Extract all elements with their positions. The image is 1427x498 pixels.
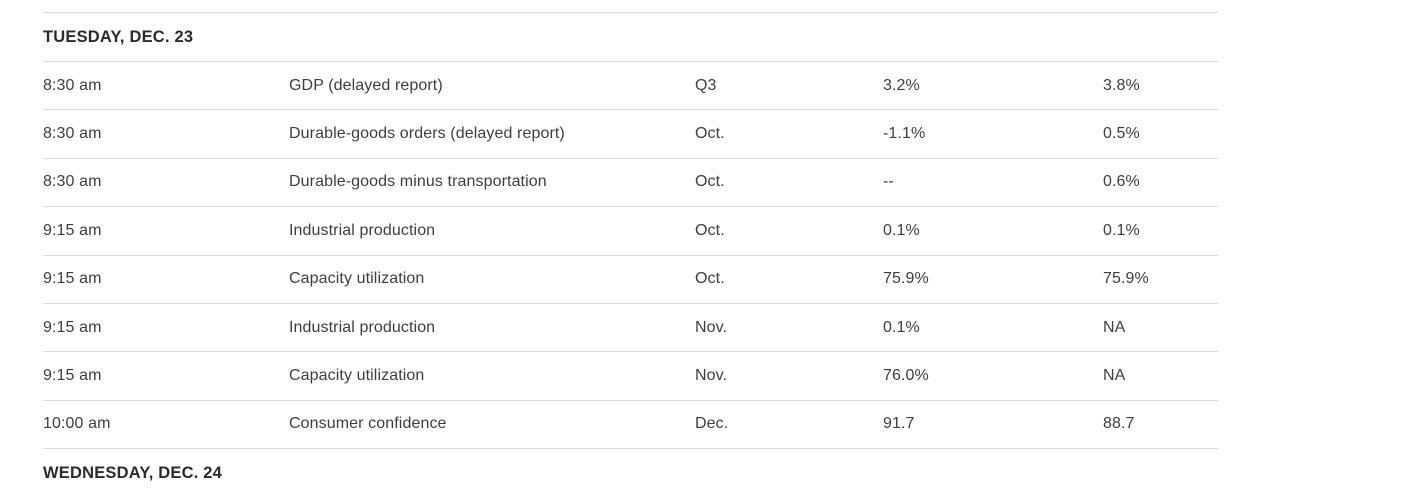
cell-value2: 3.8% (1103, 76, 1140, 94)
cell-report: Industrial production (289, 221, 436, 239)
cell-period: Dec. (695, 415, 729, 433)
cell-period: Oct. (695, 221, 725, 239)
cell-report: Industrial production (289, 318, 436, 336)
cell-value1: 0.1% (883, 318, 920, 336)
day-header-label: WEDNESDAY, DEC. 24 (43, 464, 223, 483)
table-row: 9:15 am Industrial production Nov. 0.1% … (43, 304, 1218, 353)
table-row: 8:30 am Durable-goods orders (delayed re… (43, 110, 1218, 159)
cell-report: GDP (delayed report) (289, 76, 443, 94)
cell-value2: NA (1103, 367, 1126, 385)
cell-period: Oct. (695, 173, 725, 191)
cell-value1: -1.1% (883, 125, 926, 143)
cell-period: Q3 (695, 76, 717, 94)
table-row: 8:30 am GDP (delayed report) Q3 3.2% 3.8… (43, 62, 1218, 111)
day-header-tuesday: TUESDAY, DEC. 23 (43, 13, 1218, 62)
cell-time: 9:15 am (43, 221, 102, 239)
day-header-label: TUESDAY, DEC. 23 (43, 27, 194, 46)
cell-time: 9:15 am (43, 318, 102, 336)
cell-report: Capacity utilization (289, 367, 425, 385)
cell-time: 8:30 am (43, 125, 102, 143)
cell-value2: 75.9% (1103, 270, 1149, 288)
cell-report: Durable-goods orders (delayed report) (289, 125, 565, 143)
cell-value2: 0.1% (1103, 221, 1140, 239)
cell-value2: 0.6% (1103, 173, 1140, 191)
cell-value1: -- (883, 173, 894, 191)
cell-value1: 3.2% (883, 76, 920, 94)
cell-report: Capacity utilization (289, 270, 425, 288)
cell-time: 9:15 am (43, 270, 102, 288)
cell-time: 8:30 am (43, 76, 102, 94)
table-row: 9:15 am Capacity utilization Nov. 76.0% … (43, 352, 1218, 401)
cell-period: Nov. (695, 367, 728, 385)
table-row: 9:15 am Capacity utilization Oct. 75.9% … (43, 256, 1218, 304)
cell-period: Oct. (695, 270, 725, 288)
cell-period: Oct. (695, 125, 725, 143)
table-row: 9:15 am Industrial production Oct. 0.1% … (43, 207, 1218, 256)
cell-value2: 0.5% (1103, 125, 1140, 143)
economic-calendar-table: TUESDAY, DEC. 23 8:30 am GDP (delayed re… (43, 12, 1218, 498)
cell-period: Nov. (695, 318, 728, 336)
cell-report: Durable-goods minus transportation (289, 173, 547, 191)
cell-value1: 76.0% (883, 367, 929, 385)
cell-value1: 91.7 (883, 415, 915, 433)
cell-value1: 0.1% (883, 221, 920, 239)
cell-time: 8:30 am (43, 173, 102, 191)
cell-value1: 75.9% (883, 270, 929, 288)
table-row: 8:30 am Durable-goods minus transportati… (43, 159, 1218, 208)
cell-time: 9:15 am (43, 367, 102, 385)
cell-report: Consumer confidence (289, 415, 447, 433)
day-header-wednesday: WEDNESDAY, DEC. 24 (43, 449, 1218, 498)
table-row: 10:00 am Consumer confidence Dec. 91.7 8… (43, 401, 1218, 450)
cell-value2: NA (1103, 318, 1126, 336)
cell-time: 10:00 am (43, 415, 111, 433)
cell-value2: 88.7 (1103, 415, 1135, 433)
